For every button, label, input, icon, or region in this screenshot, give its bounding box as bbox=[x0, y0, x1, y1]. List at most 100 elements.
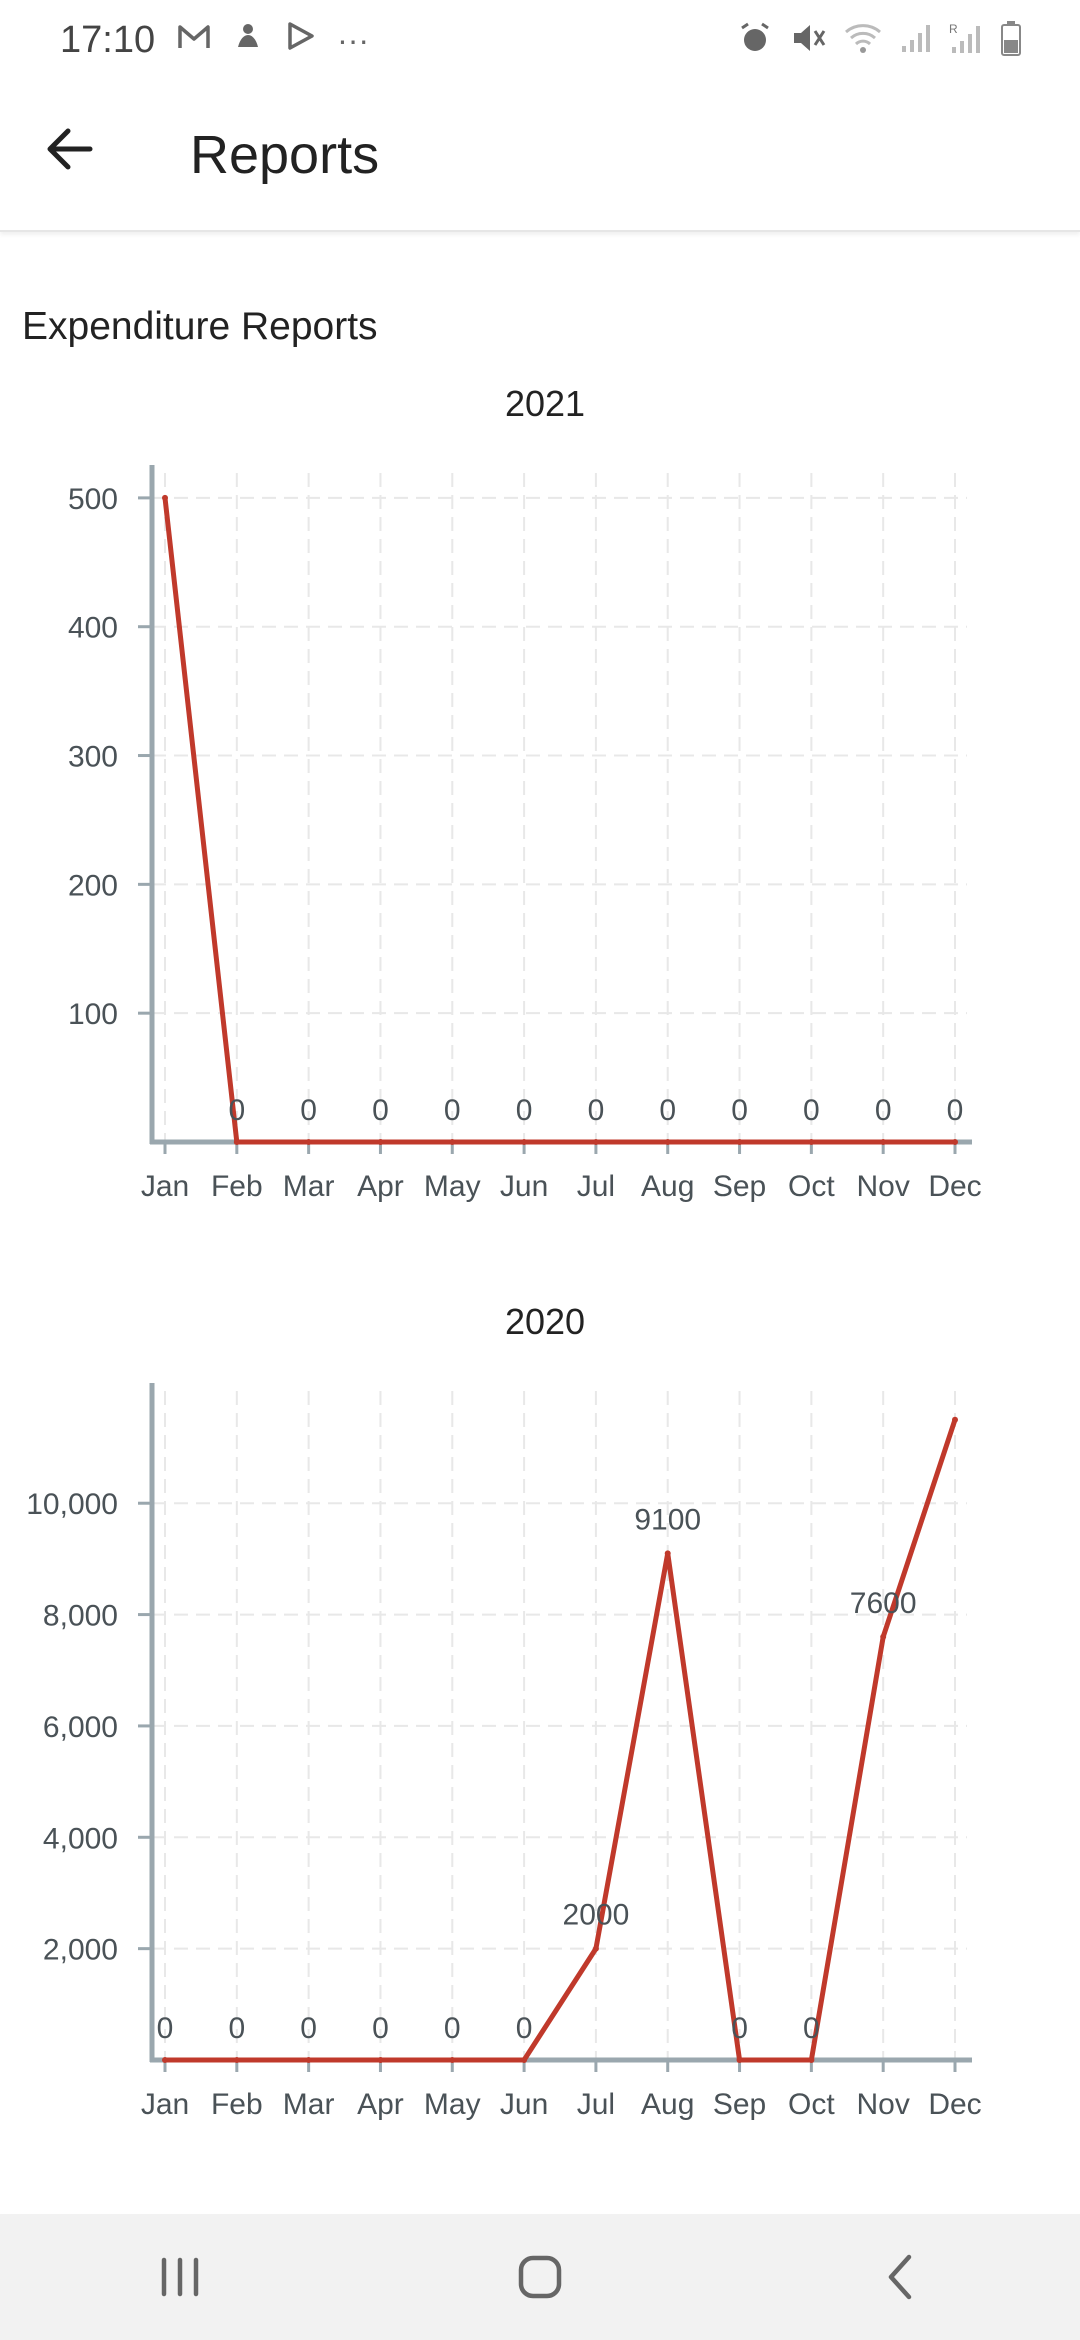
recent-apps-icon bbox=[161, 2257, 199, 2297]
x-tick-label: Nov bbox=[857, 2088, 910, 2121]
y-tick-label: 300 bbox=[68, 741, 118, 774]
home-button[interactable] bbox=[480, 2232, 600, 2322]
wifi-icon bbox=[844, 22, 882, 59]
data-label: 0 bbox=[516, 1094, 533, 1127]
data-point bbox=[377, 1139, 384, 1145]
more-dots-icon: ··· bbox=[337, 21, 370, 58]
svg-text:R: R bbox=[949, 22, 958, 36]
chart-2021: 2021 100 200 300 400 500 Jan Feb Mar Apr May Jun Jul… bbox=[0, 380, 1080, 1230]
data-point bbox=[449, 1139, 456, 1145]
data-label: 2000 bbox=[563, 1899, 630, 1932]
data-label: 0 bbox=[157, 2012, 174, 2045]
data-point bbox=[736, 2057, 743, 2063]
status-right: R bbox=[738, 20, 1022, 61]
signal-roaming-icon: R bbox=[948, 21, 982, 60]
line-chart-svg: 2021 100 200 300 400 500 Jan Feb Mar Apr May Jun Jul… bbox=[68, 383, 982, 1203]
system-nav-bar bbox=[0, 2214, 1080, 2340]
data-label: 0 bbox=[300, 1094, 317, 1127]
data-point bbox=[233, 2057, 240, 2063]
notification-icon bbox=[233, 21, 263, 59]
data-point bbox=[162, 2057, 168, 2063]
chart-2020: 2020 2,000 4,000 6,000 8,000 10,000 Jan Feb Mar A… bbox=[0, 1298, 1080, 2148]
x-tick-label: Apr bbox=[357, 1170, 404, 1203]
data-label: 0 bbox=[444, 1094, 461, 1127]
data-point bbox=[664, 1550, 671, 1557]
data-label: 0 bbox=[588, 1094, 605, 1127]
play-store-icon bbox=[285, 21, 315, 59]
x-tick-label: Feb bbox=[211, 2088, 263, 2121]
data-label: 9100 bbox=[634, 1503, 701, 1536]
data-point bbox=[808, 1139, 815, 1145]
data-point bbox=[305, 2057, 312, 2063]
data-point bbox=[592, 1945, 599, 1952]
recent-apps-button[interactable] bbox=[120, 2232, 240, 2322]
data-point bbox=[521, 1139, 528, 1145]
data-label: 0 bbox=[803, 1094, 820, 1127]
x-tick-label: Mar bbox=[283, 1170, 335, 1203]
x-tick-label: Sep bbox=[713, 1170, 766, 1203]
data-point bbox=[377, 2057, 384, 2063]
x-tick-label: Dec bbox=[928, 2088, 981, 2121]
data-point bbox=[952, 1139, 958, 1145]
series-line bbox=[165, 1418, 958, 2063]
chart-title: 2020 bbox=[505, 1301, 585, 1342]
data-point bbox=[880, 1633, 887, 1640]
data-label: 7600 bbox=[850, 1587, 917, 1620]
battery-icon bbox=[1000, 20, 1022, 61]
x-tick-label: Mar bbox=[283, 2088, 335, 2121]
x-tick-label: Dec bbox=[928, 1170, 981, 1203]
x-tick-label: Oct bbox=[788, 1170, 835, 1203]
y-tick-label: 4,000 bbox=[43, 1822, 118, 1855]
data-point bbox=[305, 1139, 312, 1145]
x-tick-label: Feb bbox=[211, 1170, 263, 1203]
data-point bbox=[808, 2057, 815, 2063]
series-line bbox=[162, 497, 955, 1145]
section-title: Expenditure Reports bbox=[22, 305, 378, 348]
status-time: 17:10 bbox=[60, 18, 156, 61]
data-label: 0 bbox=[947, 1094, 964, 1127]
status-bar: 17:10 ··· R bbox=[0, 0, 1080, 80]
data-label: 0 bbox=[731, 1094, 748, 1127]
y-tick-label: 100 bbox=[68, 998, 118, 1031]
y-tick-label: 6,000 bbox=[43, 1711, 118, 1744]
data-label: 0 bbox=[228, 1094, 245, 1127]
x-tick-label: Jun bbox=[500, 2088, 548, 2121]
home-icon bbox=[518, 2255, 562, 2299]
y-tick-label: 500 bbox=[68, 483, 118, 516]
data-label: 0 bbox=[803, 2012, 820, 2045]
app-bar: Reports bbox=[0, 80, 1080, 232]
line-chart-svg: 2020 2,000 4,000 6,000 8,000 10,000 Jan Feb Mar A… bbox=[26, 1301, 981, 2121]
y-tick-label: 200 bbox=[68, 869, 118, 902]
back-button[interactable] bbox=[36, 116, 102, 182]
system-back-button[interactable] bbox=[840, 2232, 960, 2322]
x-tick-label: Sep bbox=[713, 2088, 766, 2121]
data-point bbox=[449, 2057, 456, 2063]
x-tick-label: May bbox=[424, 2088, 481, 2121]
x-tick-label: Jul bbox=[577, 1170, 615, 1203]
data-label: 0 bbox=[300, 2012, 317, 2045]
data-label: 0 bbox=[372, 1094, 389, 1127]
data-point bbox=[880, 1139, 887, 1145]
y-tick-label: 10,000 bbox=[26, 1488, 118, 1521]
data-label: 0 bbox=[444, 2012, 461, 2045]
data-point bbox=[233, 1139, 240, 1145]
data-point bbox=[736, 1139, 743, 1145]
data-point bbox=[521, 2057, 528, 2063]
data-label: 0 bbox=[875, 1094, 892, 1127]
data-point bbox=[664, 1139, 671, 1145]
y-tick-label: 400 bbox=[68, 612, 118, 645]
chart-title: 2021 bbox=[505, 383, 585, 424]
x-tick-label: Jun bbox=[500, 1170, 548, 1203]
data-point bbox=[952, 1416, 958, 1423]
alarm-icon bbox=[738, 21, 772, 60]
x-tick-label: Jan bbox=[141, 2088, 189, 2121]
mute-icon bbox=[790, 21, 826, 60]
x-tick-label: Apr bbox=[357, 2088, 404, 2121]
signal-icon bbox=[900, 22, 930, 59]
gmail-icon bbox=[177, 22, 211, 59]
x-tick-label: Aug bbox=[641, 2088, 694, 2121]
arrow-left-icon bbox=[47, 128, 93, 170]
data-point bbox=[592, 1139, 599, 1145]
data-label: 0 bbox=[228, 2012, 245, 2045]
y-tick-label: 8,000 bbox=[43, 1600, 118, 1633]
